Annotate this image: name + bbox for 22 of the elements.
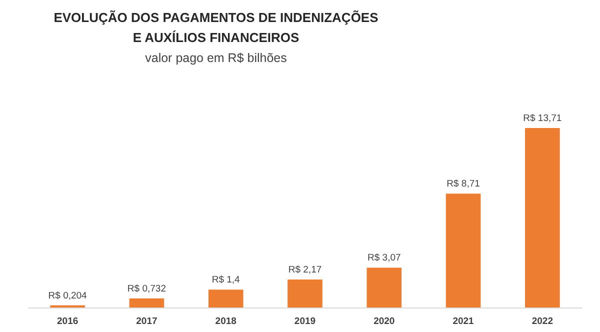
bar	[129, 298, 164, 308]
bar	[525, 128, 560, 308]
data-label: R$ 0,732	[127, 283, 166, 294]
bar	[288, 280, 322, 308]
data-label: R$ 8,71	[446, 178, 480, 190]
data-label: R$ 13,71	[523, 113, 562, 124]
data-label: R$ 2,17	[288, 264, 322, 276]
x-tick-label: 2019	[294, 316, 316, 327]
bar	[446, 194, 481, 308]
x-tick-label: 2021	[452, 316, 475, 327]
bar	[366, 268, 402, 308]
bar	[208, 290, 244, 308]
chart-title: EVOLUÇÃO DOS PAGAMENTOS DE INDENIZAÇÕES E AUXÍLIOS FINANCEIROS	[54, 10, 379, 45]
data-label: R$ 0,204	[48, 290, 87, 302]
chart-subtitle: valor pago em R$ bilhões	[145, 51, 287, 65]
x-tick-label: 2020	[374, 316, 395, 327]
x-tick-label: 2017	[136, 316, 158, 327]
x-tick-label: 2016	[57, 316, 78, 327]
x-tick-label: 2022	[532, 316, 553, 327]
data-label: R$ 1,4	[212, 274, 240, 286]
x-tick-label: 2018	[215, 316, 236, 327]
data-label: R$ 3,07	[368, 252, 401, 264]
